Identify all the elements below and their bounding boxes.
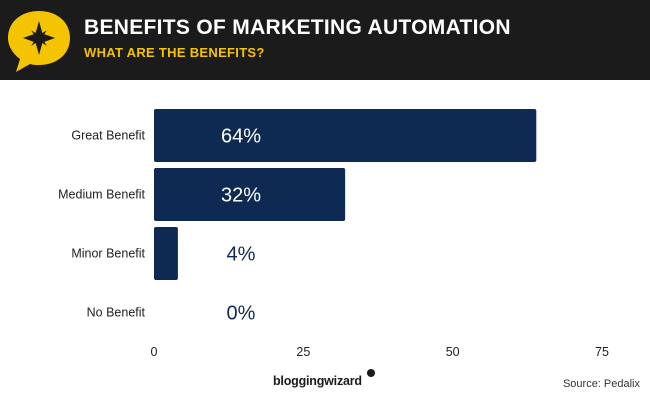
bar: [154, 109, 537, 162]
bar: [154, 227, 178, 280]
x-tick-label: 50: [446, 345, 460, 359]
source-note: Source: Pedalix: [562, 378, 640, 390]
category-label: No Benefit: [87, 306, 146, 320]
data-label: 0%: [227, 303, 256, 325]
bar-chart: Great Benefit 64% Medium Benefit 32% Minor B…: [58, 109, 609, 359]
category-label: Great Benefit: [71, 129, 145, 143]
bar: [154, 168, 346, 221]
brand-logo-dot: [367, 369, 375, 377]
x-tick-label: 0: [151, 345, 158, 359]
x-tick-label: 75: [595, 345, 609, 359]
category-label: Minor Benefit: [71, 247, 145, 261]
x-tick-label: 25: [296, 345, 310, 359]
category-label: Medium Benefit: [58, 188, 145, 202]
data-label: 32%: [221, 185, 261, 207]
page-title: BENEFITS OF MARKETING AUTOMATION: [84, 16, 511, 39]
data-label: 4%: [227, 244, 256, 266]
data-label: 64%: [221, 126, 261, 148]
header-banner: BENEFITS OF MARKETING AUTOMATION WHAT AR…: [0, 0, 650, 80]
star-burst-icon: [8, 11, 70, 72]
brand-logo-text: bloggingwizard: [273, 374, 362, 388]
page-subtitle: WHAT ARE THE BENEFITS?: [84, 45, 265, 60]
